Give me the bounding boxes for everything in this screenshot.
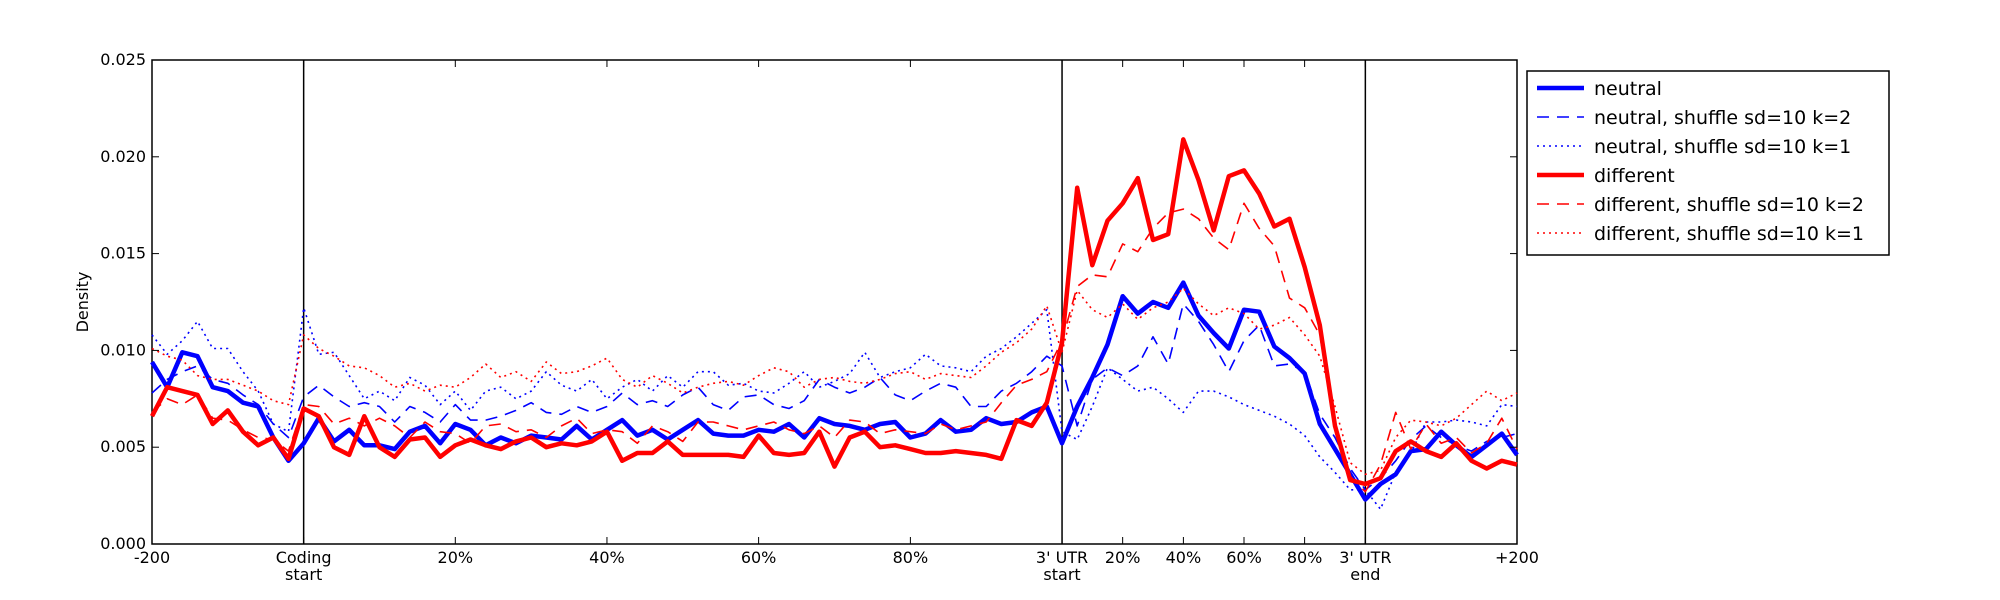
y-tick-label: 0.000: [100, 534, 146, 553]
y-axis-title: Density: [73, 272, 92, 333]
plot-frame: [151, 59, 1518, 545]
legend-box: [1526, 70, 1890, 256]
x-tick-label: 60%: [1226, 548, 1262, 567]
plot-area: 0.000 0.005 0.010 0.015 0.020 0.025 -200 Codin…: [100, 50, 1539, 584]
x-tick-label: Coding: [276, 548, 332, 567]
legend-label: neutral, shuffle sd=10 k=1: [1594, 136, 1851, 158]
series-line-5: [151, 287, 1518, 476]
x-tick-label: end: [1350, 565, 1380, 584]
x-tick-label: 80%: [1287, 548, 1323, 567]
legend: neutral neutral, shuffle sd=10 k=2 neutral…: [1526, 70, 1890, 256]
x-tick-label: start: [285, 565, 322, 584]
y-axis-ticks: 0.000 0.005 0.010 0.015 0.020 0.025: [100, 50, 1517, 553]
series-line-3: [150, 137, 1518, 487]
x-tick-label: 40%: [1166, 548, 1202, 567]
series-lines: [150, 137, 1519, 511]
series-line-4: [151, 202, 1518, 493]
y-tick-label: 0.020: [100, 147, 146, 166]
x-tick-label: 20%: [1105, 548, 1141, 567]
x-tick-label: 3' UTR: [1339, 548, 1391, 567]
legend-label: neutral, shuffle sd=10 k=2: [1594, 107, 1851, 129]
x-tick-label: start: [1043, 565, 1080, 584]
legend-label: different: [1594, 165, 1675, 187]
y-tick-label: 0.010: [100, 340, 146, 359]
legend-label: different, shuffle sd=10 k=2: [1594, 194, 1864, 216]
series-line-2: [151, 306, 1518, 511]
x-tick-label: +200: [1495, 548, 1539, 567]
legend-label: neutral: [1594, 78, 1662, 100]
x-tick-label: 80%: [893, 548, 929, 567]
series-line-1: [151, 303, 1518, 491]
y-tick-label: 0.015: [100, 244, 146, 263]
x-tick-label: 40%: [589, 548, 625, 567]
x-tick-label: -200: [134, 548, 170, 567]
y-tick-label: 0.005: [100, 437, 146, 456]
legend-label: different, shuffle sd=10 k=1: [1594, 223, 1864, 245]
y-tick-label: 0.025: [100, 50, 146, 69]
region-boundary-lines: [302, 60, 1367, 544]
x-tick-label: 3' UTR: [1036, 548, 1088, 567]
x-tick-label: 60%: [741, 548, 777, 567]
x-tick-label: 20%: [438, 548, 474, 567]
